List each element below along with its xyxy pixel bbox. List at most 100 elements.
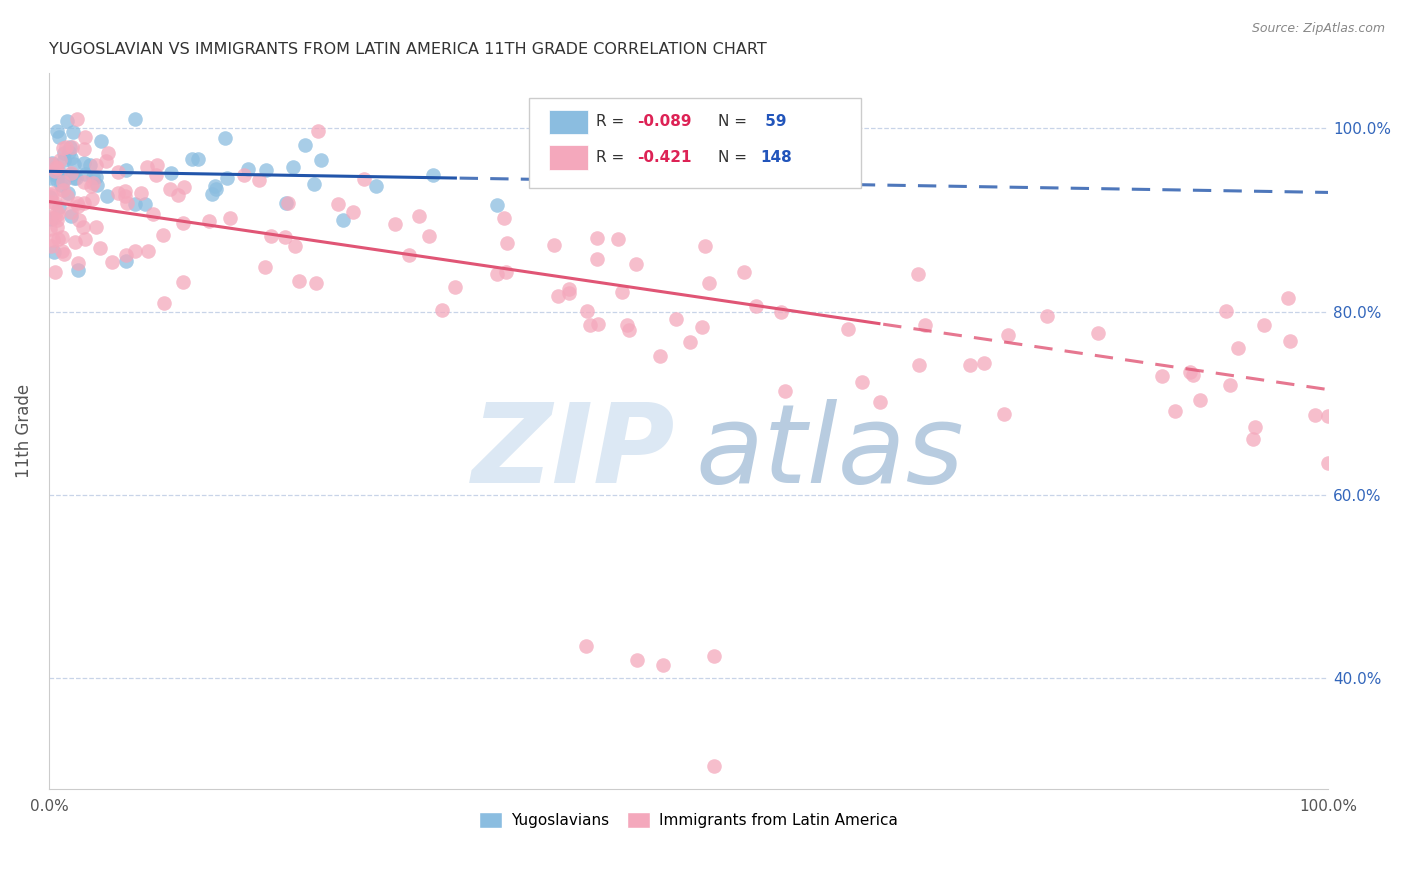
- Point: [65, 171, 87, 186]
- Point: [60, 140, 83, 154]
- Point: [1278, 334, 1301, 348]
- Point: [39, 189, 62, 203]
- Point: [1035, 309, 1057, 323]
- Point: [49, 165, 72, 179]
- Point: [84, 158, 107, 172]
- Point: [75, 167, 97, 181]
- Point: [398, 247, 420, 261]
- Point: [60, 204, 83, 219]
- Point: [274, 230, 297, 244]
- Point: [53, 247, 76, 261]
- Point: [167, 188, 190, 202]
- Point: [181, 152, 204, 166]
- Point: [342, 205, 364, 219]
- FancyBboxPatch shape: [550, 145, 588, 169]
- Point: [198, 214, 221, 228]
- Point: [159, 182, 181, 196]
- Point: [1181, 368, 1204, 383]
- Point: [260, 228, 283, 243]
- Point: [486, 267, 509, 281]
- Point: [160, 165, 183, 179]
- Point: [115, 248, 138, 262]
- Point: [575, 640, 598, 654]
- Point: [543, 238, 565, 252]
- Point: [1244, 420, 1267, 434]
- Point: [558, 286, 581, 301]
- Point: [73, 129, 96, 144]
- Point: [46, 124, 69, 138]
- Point: [997, 327, 1019, 342]
- Point: [305, 276, 328, 290]
- Point: [58, 186, 80, 201]
- Point: [247, 173, 270, 187]
- Point: [115, 196, 138, 211]
- Point: [124, 112, 146, 126]
- Point: [39, 157, 62, 171]
- Point: [62, 157, 84, 171]
- Point: [66, 112, 89, 126]
- Point: [82, 176, 104, 190]
- Point: [745, 299, 768, 313]
- Text: R =: R =: [596, 114, 630, 129]
- Point: [44, 265, 66, 279]
- Point: [73, 196, 96, 211]
- Point: [353, 171, 375, 186]
- Point: [63, 235, 86, 250]
- Point: [82, 169, 104, 184]
- Point: [48, 200, 70, 214]
- Point: [1317, 456, 1340, 470]
- Point: [495, 236, 517, 251]
- Point: [75, 232, 97, 246]
- Point: [612, 285, 634, 299]
- Point: [408, 209, 430, 223]
- Point: [67, 212, 90, 227]
- Point: [586, 231, 609, 245]
- Point: [575, 304, 598, 318]
- Point: [80, 192, 103, 206]
- Point: [136, 244, 159, 258]
- Point: [959, 358, 981, 372]
- Point: [492, 211, 515, 226]
- Point: [66, 199, 89, 213]
- Point: [51, 244, 73, 259]
- Point: [558, 282, 581, 296]
- Point: [294, 137, 316, 152]
- Point: [96, 154, 118, 169]
- Point: [41, 194, 63, 209]
- Text: N =: N =: [718, 114, 752, 129]
- Point: [41, 155, 63, 169]
- Point: [309, 153, 332, 167]
- Point: [1277, 292, 1299, 306]
- Point: [39, 222, 62, 236]
- Point: [96, 189, 118, 203]
- Point: [44, 196, 66, 211]
- Point: [495, 264, 517, 278]
- Point: [45, 172, 67, 186]
- Point: [626, 653, 648, 667]
- Text: YUGOSLAVIAN VS IMMIGRANTS FROM LATIN AMERICA 11TH GRADE CORRELATION CHART: YUGOSLAVIAN VS IMMIGRANTS FROM LATIN AME…: [49, 42, 766, 57]
- Point: [56, 114, 79, 128]
- Point: [364, 179, 387, 194]
- Point: [204, 179, 226, 194]
- Text: atlas: atlas: [695, 399, 963, 506]
- Point: [1178, 365, 1201, 379]
- Point: [153, 296, 176, 310]
- Y-axis label: 11th Grade: 11th Grade: [15, 384, 32, 478]
- Point: [586, 317, 609, 331]
- Text: -0.089: -0.089: [637, 114, 692, 129]
- Point: [579, 318, 602, 333]
- Point: [187, 152, 209, 166]
- Point: [1241, 432, 1264, 446]
- Point: [44, 163, 66, 178]
- Point: [45, 168, 67, 182]
- Point: [89, 242, 111, 256]
- Point: [302, 177, 325, 191]
- Point: [693, 238, 716, 252]
- Point: [547, 289, 569, 303]
- Point: [254, 162, 277, 177]
- Point: [39, 211, 62, 226]
- Point: [124, 197, 146, 211]
- Point: [114, 185, 136, 199]
- Point: [869, 394, 891, 409]
- Point: [626, 257, 648, 271]
